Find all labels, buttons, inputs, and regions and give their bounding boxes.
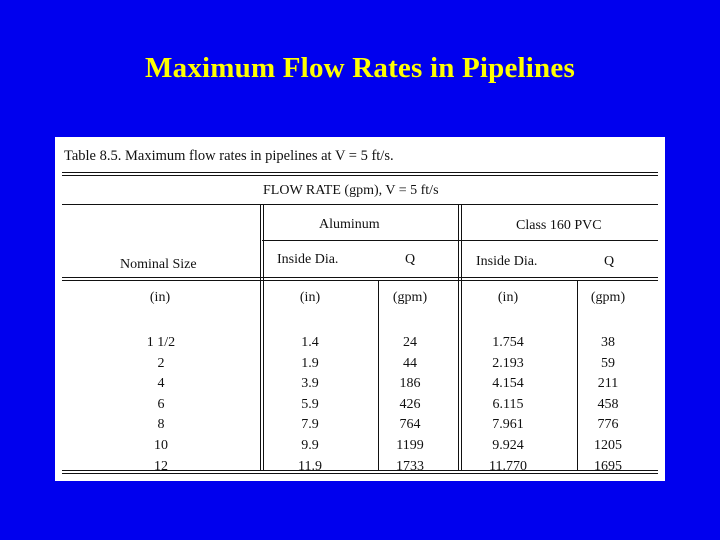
divider-pvc-inner bbox=[577, 280, 578, 470]
table-cell: 1 1/2 bbox=[146, 335, 176, 350]
table-cell: 211 bbox=[597, 376, 619, 392]
divider-groups bbox=[458, 204, 459, 470]
table-cell: 4 bbox=[157, 376, 165, 392]
divider-groups-double bbox=[461, 204, 462, 470]
table-cell: 24 bbox=[403, 335, 417, 350]
unit-al-dia: (in) bbox=[299, 290, 321, 305]
top-rule-double bbox=[62, 175, 658, 176]
table-cell: 1695 bbox=[594, 458, 622, 474]
table-cell: 59 bbox=[601, 355, 615, 371]
unit-nominal: (in) bbox=[149, 290, 171, 305]
table-cell: 1733 bbox=[396, 458, 424, 474]
bottom-rule-double bbox=[62, 473, 658, 474]
divider-nominal-double bbox=[263, 204, 264, 470]
unit-al-q: (gpm) bbox=[392, 290, 428, 305]
table-cell: 458 bbox=[597, 396, 619, 412]
table-cell: 186 bbox=[399, 376, 421, 392]
table-cell: 3.9 bbox=[301, 376, 319, 392]
table-cell: 8 bbox=[157, 417, 165, 433]
table-cell: 11.770 bbox=[489, 458, 527, 474]
column-pvc-q: 38 59 211 458 776 1205 1695 bbox=[583, 333, 633, 477]
top-rule bbox=[62, 172, 658, 173]
table-cell: 764 bbox=[399, 417, 421, 433]
table-cell: 2 bbox=[157, 355, 165, 371]
table-cell: 5.9 bbox=[301, 396, 319, 412]
table-cell: 7.961 bbox=[492, 417, 524, 433]
header-rule bbox=[62, 277, 658, 278]
table-cell: 4.154 bbox=[492, 376, 524, 392]
divider-al-inner bbox=[378, 280, 379, 470]
flow-rate-header: FLOW RATE (gpm), V = 5 ft/s bbox=[263, 183, 439, 198]
column-pvc-dia: 1.754 2.193 4.154 6.115 7.961 9.924 11.7… bbox=[480, 333, 536, 477]
table-cell: 44 bbox=[403, 355, 417, 371]
divider-nominal bbox=[260, 204, 261, 470]
unit-pvc-q: (gpm) bbox=[590, 290, 626, 305]
col-pvc-inside-dia: Inside Dia. bbox=[476, 254, 538, 269]
col-nominal-size: Nominal Size bbox=[120, 257, 197, 272]
table-cell: 6.115 bbox=[492, 396, 524, 412]
header-rule-double bbox=[62, 280, 658, 281]
table-cell: 1.9 bbox=[301, 355, 319, 371]
table-cell: 9.924 bbox=[492, 437, 524, 453]
table-cell: 6 bbox=[157, 396, 165, 412]
table-cell: 1.754 bbox=[492, 335, 524, 350]
column-nominal: 1 1/2 2 4 6 8 10 12 bbox=[131, 333, 191, 477]
col-al-q: Q bbox=[405, 252, 416, 267]
table-cell: 12 bbox=[154, 458, 168, 474]
group-pvc: Class 160 PVC bbox=[516, 218, 602, 233]
flow-rate-table: Table 8.5. Maximum flow rates in pipelin… bbox=[55, 137, 665, 481]
table-cell: 7.9 bbox=[301, 417, 319, 433]
group-aluminum: Aluminum bbox=[319, 217, 380, 232]
table-caption: Table 8.5. Maximum flow rates in pipelin… bbox=[64, 148, 394, 164]
unit-pvc-dia: (in) bbox=[497, 290, 519, 305]
table-cell: 1.4 bbox=[301, 335, 319, 350]
flow-header-rule bbox=[62, 204, 658, 205]
bottom-rule bbox=[62, 470, 658, 471]
table-cell: 2.193 bbox=[492, 355, 524, 371]
table-cell: 1205 bbox=[594, 437, 622, 453]
table-cell: 9.9 bbox=[301, 437, 319, 453]
column-al-q: 24 44 186 426 764 1199 1733 bbox=[385, 333, 435, 477]
col-pvc-q: Q bbox=[604, 254, 615, 269]
slide-title: Maximum Flow Rates in Pipelines bbox=[145, 52, 575, 84]
table-cell: 10 bbox=[154, 437, 168, 453]
group-rule bbox=[262, 240, 658, 241]
table-cell: 776 bbox=[597, 417, 619, 433]
table-cell: 11.9 bbox=[298, 458, 322, 474]
col-al-inside-dia: Inside Dia. bbox=[277, 252, 339, 267]
table-cell: 38 bbox=[601, 335, 615, 350]
column-al-dia: 1.4 1.9 3.9 5.9 7.9 9.9 11.9 bbox=[285, 333, 335, 477]
table-cell: 1199 bbox=[396, 437, 424, 453]
table-cell: 426 bbox=[399, 396, 421, 412]
